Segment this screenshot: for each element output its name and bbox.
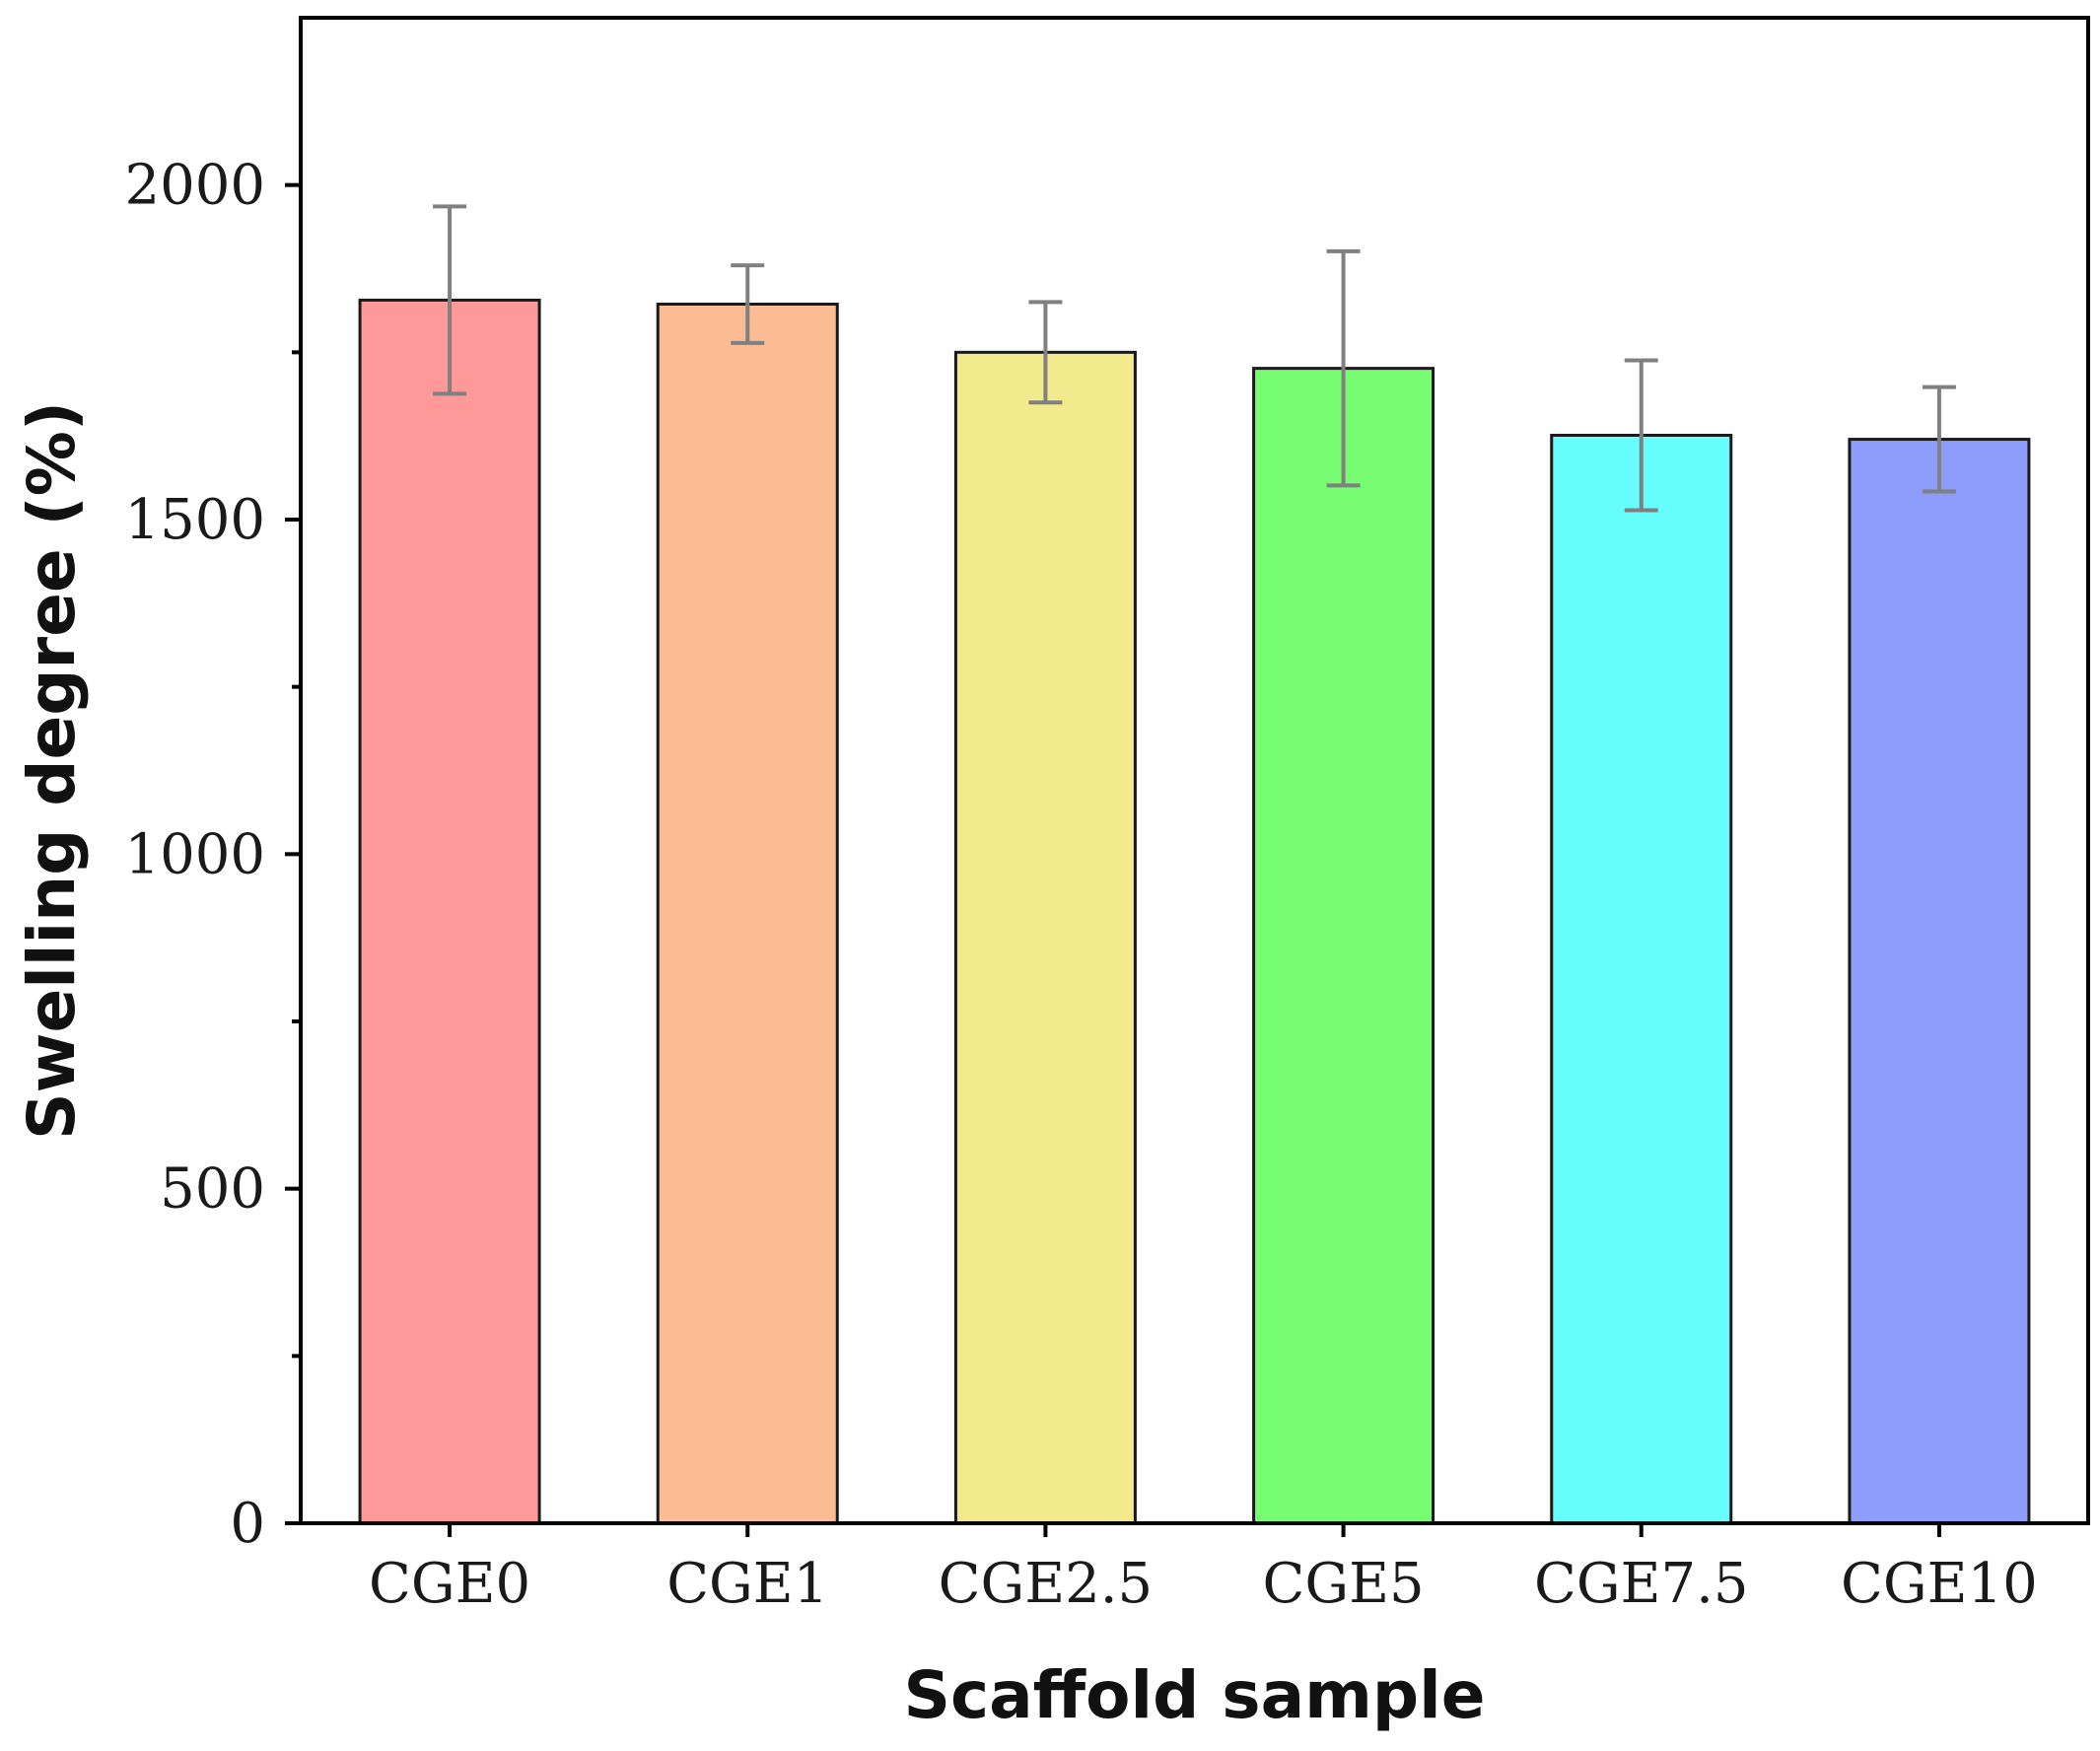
y-tick-label: 500 xyxy=(160,1157,265,1222)
y-tick-label: 2000 xyxy=(124,154,265,218)
bar-cge5 xyxy=(1252,367,1435,1525)
error-bar xyxy=(731,263,765,345)
y-axis-title: Swelling degree (%) xyxy=(14,401,90,1140)
y-tick-label: 1000 xyxy=(124,822,265,886)
bar-cge0 xyxy=(358,298,541,1525)
error-bar xyxy=(1028,300,1063,405)
y-tick-labels: 0 500 1000 1500 2000 xyxy=(124,154,265,1556)
bar-cge10 xyxy=(1848,438,2031,1525)
x-tick-label: CGE7.5 xyxy=(1534,1552,1749,1616)
x-tick-label: CGE0 xyxy=(369,1552,530,1616)
error-bar xyxy=(1326,248,1361,488)
x-tick-label: CGE5 xyxy=(1263,1552,1425,1616)
bar-cge2-5 xyxy=(953,350,1137,1525)
x-tick-label: CGE10 xyxy=(1841,1552,2038,1616)
x-axis-title: Scaffold sample xyxy=(903,1657,1485,1733)
y-tick-label: 1500 xyxy=(124,488,265,552)
tick-marks-group xyxy=(285,182,1941,1537)
bar-cge1 xyxy=(656,302,839,1525)
error-bars-group xyxy=(433,204,1956,513)
error-bar xyxy=(433,204,467,396)
bar-cge7-5 xyxy=(1550,433,1733,1525)
bars-group xyxy=(358,298,2031,1525)
error-bar xyxy=(1624,358,1658,513)
x-tick-labels: CGE0 CGE1 CGE2.5 CGE5 CGE7.5 CGE10 xyxy=(369,1552,2038,1616)
x-tick-label: CGE2.5 xyxy=(939,1552,1154,1616)
error-bar xyxy=(1922,385,1956,494)
x-tick-label: CGE1 xyxy=(666,1552,828,1616)
y-tick-label: 0 xyxy=(230,1492,265,1556)
plot-frame xyxy=(299,16,2090,1525)
